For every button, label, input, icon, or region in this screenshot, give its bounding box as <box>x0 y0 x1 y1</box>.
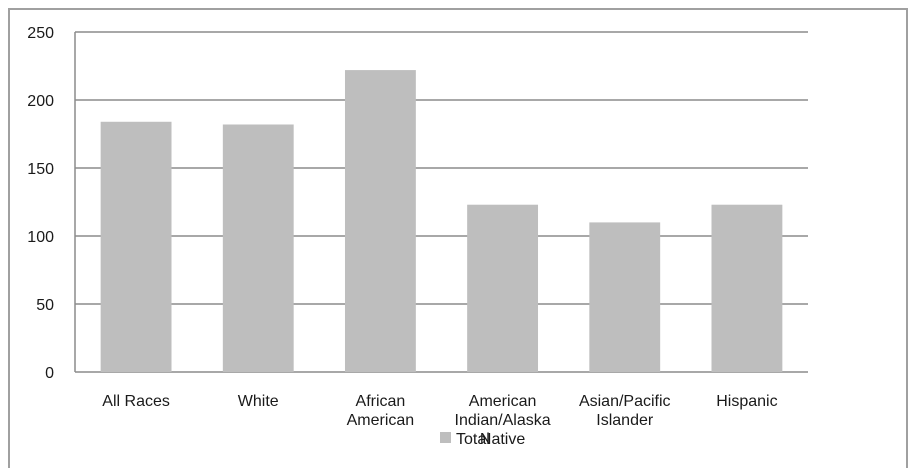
legend-swatch-total <box>440 432 451 443</box>
y-tick-label-100: 100 <box>27 229 54 246</box>
y-tick-label-250: 250 <box>27 25 54 42</box>
x-tick-label-3: African American <box>347 393 415 429</box>
y-tick-label-50: 50 <box>36 297 54 314</box>
x-tick-label-2: White <box>238 393 279 410</box>
bars <box>100 70 783 372</box>
bar-3 <box>344 70 416 372</box>
y-tick-label-150: 150 <box>27 161 54 178</box>
bar-6 <box>711 204 783 372</box>
y-axis-ticks: 0 50 100 150 200 250 <box>27 25 54 382</box>
y-tick-label-0: 0 <box>45 365 54 382</box>
bar-2 <box>222 124 294 372</box>
legend: Total <box>440 431 490 448</box>
legend-label-total: Total <box>456 431 490 448</box>
bar-5 <box>589 222 661 372</box>
bar-4 <box>467 204 539 372</box>
gridlines <box>74 31 808 373</box>
x-tick-label-5: Asian/Pacific Islander <box>579 393 671 429</box>
y-tick-label-200: 200 <box>27 93 54 110</box>
x-tick-label-6: Hispanic <box>716 393 777 410</box>
bar-1 <box>100 121 172 372</box>
x-axis-labels: All Races White African American American Ind… <box>102 393 777 448</box>
x-tick-label-4: American Indian/Alaska Native <box>455 393 551 448</box>
x-tick-label-1: All Races <box>102 393 170 410</box>
